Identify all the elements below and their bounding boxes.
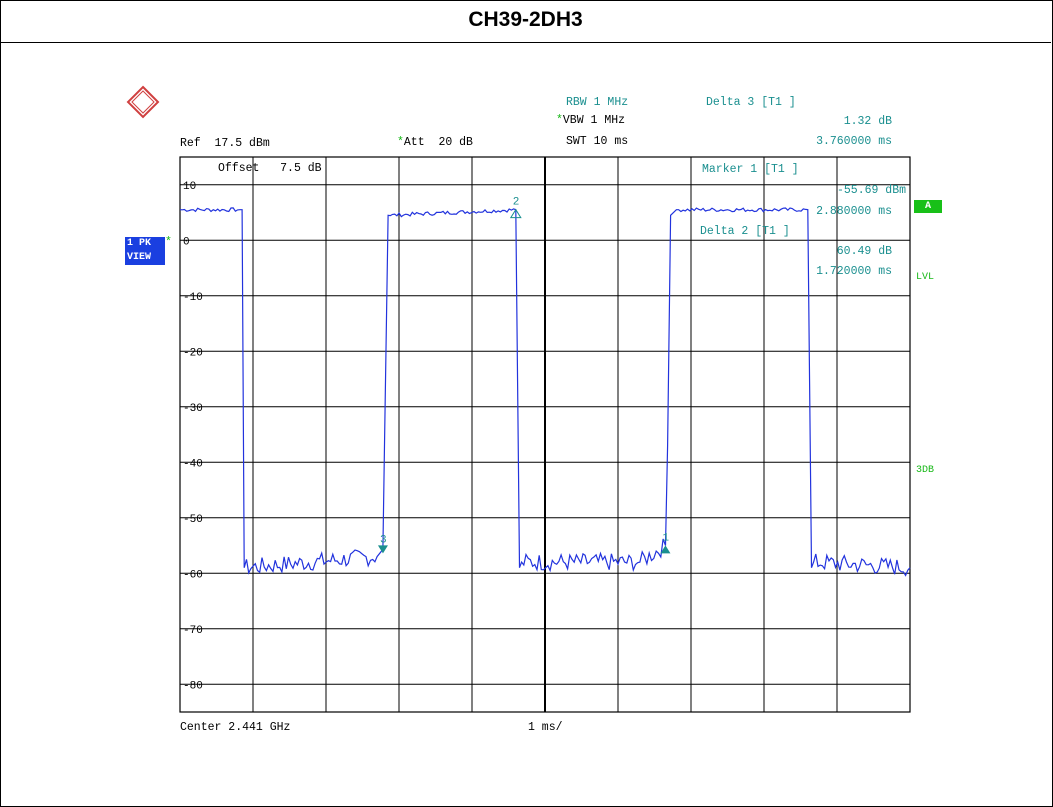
y-tick-label: 10 — [183, 181, 196, 193]
rs-logo-icon — [126, 85, 160, 119]
delta2-label: Delta 2 [T1 ] — [700, 225, 790, 238]
marker-2-label: 2 — [513, 197, 520, 209]
ref-readout: Ref 17.5 dBm — [180, 137, 270, 150]
offset-readout: Offset 7.5 dB — [218, 162, 322, 175]
sweep-per-division: 1 ms/ — [528, 721, 563, 734]
delta2-db: 60.49 dB — [836, 245, 892, 258]
page-title: CH39-2DH3 — [468, 8, 583, 31]
marker-1-label: 1 — [662, 532, 669, 544]
y-tick-label: -20 — [183, 347, 203, 359]
lvl-label: LVL — [916, 272, 935, 283]
trace-line — [179, 207, 911, 577]
marker1-dbm: -55.69 dBm — [836, 184, 906, 197]
y-tick-label: -50 — [183, 514, 203, 526]
y-tick-label: -60 — [183, 569, 203, 581]
y-tick-label: -10 — [183, 292, 203, 304]
marker-1 — [660, 545, 671, 554]
y-tick-label: 0 — [183, 236, 190, 248]
marker-3-label: 3 — [380, 534, 387, 546]
marker-3 — [377, 545, 388, 554]
swt-readout: SWT 10 ms — [566, 135, 629, 148]
title-row: CH39-2DH3 — [0, 0, 1051, 43]
delta2-time: 1.720000 ms — [816, 265, 892, 278]
3db-label: 3DB — [916, 465, 935, 476]
y-tick-label: -30 — [183, 403, 203, 415]
marker-2 — [509, 208, 522, 219]
marker1-label: Marker 1 [T1 ] — [702, 163, 799, 176]
y-tick-label: -70 — [183, 625, 203, 637]
trace-a-badge: A — [914, 200, 942, 213]
y-tick-label: -80 — [183, 680, 203, 692]
trace-mode-badge-line1: 1 PK — [127, 238, 152, 249]
att-readout: *Att 20 dB — [397, 136, 473, 149]
marker1-time: 2.880000 ms — [816, 205, 892, 218]
delta3-db: 1.32 dB — [843, 115, 892, 128]
delta3-time: 3.760000 ms — [816, 135, 892, 148]
vbw-readout: *VBW 1 MHz — [556, 114, 626, 127]
rbw-readout: RBW 1 MHz — [566, 96, 629, 109]
trace-mode-star: * — [165, 236, 172, 249]
delta3-label: Delta 3 [T1 ] — [706, 96, 796, 109]
trace-mode-badge: 1 PK VIEW — [125, 237, 165, 265]
trace-mode-badge-line2: VIEW — [127, 252, 152, 263]
center-frequency: Center 2.441 GHz — [180, 721, 291, 734]
y-tick-label: -40 — [183, 458, 203, 470]
